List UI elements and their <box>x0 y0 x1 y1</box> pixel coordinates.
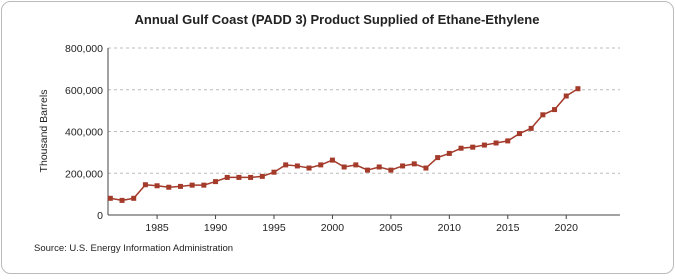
data-point <box>131 195 137 201</box>
data-point <box>458 145 464 151</box>
x-tick-label: 2010 <box>438 222 462 234</box>
data-point <box>493 140 499 146</box>
data-point <box>306 165 312 171</box>
y-tick-label: 200,000 <box>65 168 103 180</box>
data-point <box>224 174 230 180</box>
y-tick-label: 800,000 <box>65 43 103 55</box>
y-tick-label: 0 <box>97 210 103 222</box>
plot-area: 0 200,000 400,000 600,000 800,000 1985 1990 199… <box>65 43 620 234</box>
x-tick-label: 2015 <box>496 222 520 234</box>
data-point <box>388 167 394 173</box>
y-tick-label: 600,000 <box>65 85 103 97</box>
data-point <box>189 182 195 188</box>
data-point <box>411 161 417 167</box>
y-tick-label: 400,000 <box>65 127 103 139</box>
data-point <box>283 162 289 168</box>
x-tick-label: 1990 <box>204 222 228 234</box>
data-point <box>166 184 172 190</box>
data-point <box>294 163 300 169</box>
data-point <box>119 197 125 203</box>
x-tick-label: 2020 <box>555 222 579 234</box>
data-point <box>341 164 347 170</box>
data-point <box>376 164 382 170</box>
data-point <box>435 155 441 161</box>
data-point <box>505 138 511 144</box>
x-tick-label: 1985 <box>145 222 169 234</box>
y-axis-label: Thousand Barrels <box>38 90 50 173</box>
data-point <box>259 173 265 179</box>
x-tick-label: 1995 <box>262 222 286 234</box>
data-point <box>201 182 207 188</box>
data-point <box>552 107 558 113</box>
data-point <box>423 165 429 171</box>
data-point <box>563 93 569 99</box>
data-point <box>318 162 324 168</box>
x-tick-label: 2005 <box>379 222 403 234</box>
data-point <box>540 112 546 118</box>
data-point <box>248 174 254 180</box>
data-point <box>142 182 148 188</box>
data-point <box>329 157 335 163</box>
chart-title: Annual Gulf Coast (PADD 3) Product Suppl… <box>135 12 540 27</box>
frame <box>1 1 674 274</box>
data-point <box>271 169 277 175</box>
data-point <box>353 162 359 168</box>
data-point <box>365 167 371 173</box>
data-point <box>470 144 476 150</box>
data-point <box>528 125 534 131</box>
data-point <box>446 150 452 156</box>
data-point <box>481 142 487 148</box>
data-point <box>575 86 581 92</box>
source-note: Source: U.S. Energy Information Administ… <box>34 243 233 254</box>
data-point <box>236 174 242 180</box>
data-point <box>400 163 406 169</box>
data-point <box>177 183 183 189</box>
data-point <box>154 183 160 189</box>
data-point <box>213 179 219 185</box>
data-point <box>516 131 522 137</box>
data-point <box>107 195 113 201</box>
x-tick-label: 2000 <box>321 222 345 234</box>
